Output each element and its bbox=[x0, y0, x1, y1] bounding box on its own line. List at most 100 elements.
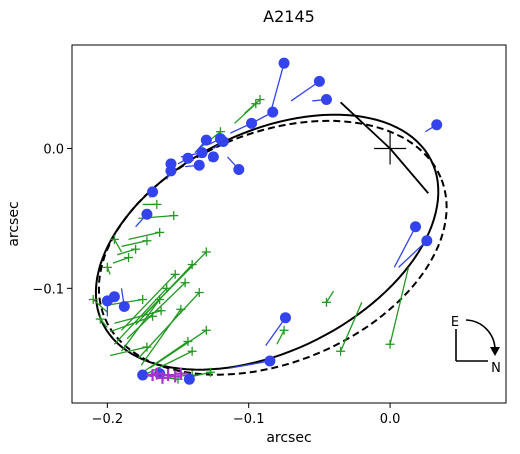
blue-point bbox=[182, 152, 194, 164]
green-offset-line bbox=[340, 302, 363, 352]
green-point bbox=[109, 234, 119, 244]
axis-ticks: −0.2 −0.1 0.0 0.0 −0.1 bbox=[32, 142, 400, 427]
green-offset-line bbox=[109, 315, 153, 333]
blue-point bbox=[183, 373, 195, 385]
green-point bbox=[138, 295, 148, 305]
critical-curve-solid bbox=[94, 113, 440, 371]
green-offset-line bbox=[325, 290, 335, 303]
green-point bbox=[142, 236, 152, 246]
green-point bbox=[131, 244, 141, 254]
y-tick-label: −0.1 bbox=[32, 282, 64, 297]
blue-point bbox=[246, 117, 258, 129]
green-point bbox=[170, 269, 180, 279]
compass-arrowhead bbox=[490, 347, 500, 356]
green-point bbox=[187, 346, 197, 356]
blue-point bbox=[193, 159, 205, 171]
green-point bbox=[156, 306, 166, 316]
blue-point bbox=[147, 186, 159, 198]
green-point bbox=[194, 288, 204, 298]
green-offset-line bbox=[114, 310, 162, 324]
blue-point bbox=[165, 165, 177, 177]
green-point bbox=[201, 247, 211, 257]
blue-point bbox=[320, 94, 332, 106]
green-point bbox=[169, 211, 179, 221]
green-point bbox=[321, 297, 331, 307]
green-point bbox=[255, 95, 265, 105]
green-offset-line bbox=[142, 340, 189, 373]
green-offset-line bbox=[126, 282, 186, 340]
compass-east-label: E bbox=[451, 315, 459, 330]
plot-frame bbox=[71, 44, 507, 404]
blue-point bbox=[431, 119, 443, 131]
compass-north-label: N bbox=[491, 361, 501, 376]
blue-point bbox=[196, 147, 208, 159]
blue-point bbox=[421, 235, 433, 247]
green-offset-line bbox=[110, 346, 148, 357]
blue-point bbox=[141, 208, 153, 220]
green-point bbox=[162, 283, 172, 293]
blue-point bbox=[200, 134, 212, 146]
blue-offset-line bbox=[290, 80, 320, 102]
green-offset-line bbox=[276, 329, 285, 345]
purple-point bbox=[146, 369, 159, 382]
blue-point bbox=[137, 369, 149, 381]
green-point bbox=[142, 342, 152, 352]
green-offset-line bbox=[113, 239, 123, 253]
purple-point bbox=[156, 371, 169, 384]
radial-line bbox=[389, 147, 429, 194]
purple-point bbox=[174, 367, 187, 380]
green-offset-line bbox=[99, 318, 108, 328]
blue-point bbox=[313, 75, 325, 87]
blue-point bbox=[217, 135, 229, 147]
x-tick-label: 0.0 bbox=[380, 412, 401, 427]
green-point bbox=[148, 311, 158, 321]
green-offset-line bbox=[146, 350, 193, 375]
green-point bbox=[152, 199, 162, 209]
purple-point bbox=[162, 369, 175, 382]
blue-point bbox=[118, 301, 130, 313]
green-point bbox=[336, 346, 346, 356]
purple-point bbox=[169, 370, 182, 383]
chart-title: A2145 bbox=[263, 7, 315, 26]
green-offset-line bbox=[140, 308, 182, 366]
plot-area bbox=[88, 57, 448, 385]
x-tick-label: −0.1 bbox=[233, 412, 265, 427]
critical-curve-dashed bbox=[97, 119, 448, 376]
green-offset-line bbox=[128, 231, 160, 241]
blue-point bbox=[279, 312, 291, 324]
x-axis-label: arcsec bbox=[266, 430, 311, 446]
radial-line bbox=[339, 101, 391, 150]
y-axis-label: arcsec bbox=[6, 201, 22, 246]
green-point bbox=[88, 295, 98, 305]
green-offset-line bbox=[234, 103, 257, 124]
green-point bbox=[95, 314, 105, 324]
blue-offset-line bbox=[393, 226, 417, 268]
green-point bbox=[155, 295, 165, 305]
blue-point bbox=[264, 355, 276, 367]
green-point bbox=[180, 278, 190, 288]
green-offset-line bbox=[120, 299, 161, 352]
green-point bbox=[176, 304, 186, 314]
blue-point bbox=[207, 151, 219, 163]
green-offset-line bbox=[112, 256, 129, 264]
blue-offset-line bbox=[398, 240, 428, 268]
compass-indicator: E N bbox=[451, 315, 501, 376]
green-point bbox=[155, 227, 165, 237]
green-point bbox=[279, 325, 289, 335]
green-point bbox=[124, 253, 134, 263]
blue-offset-line bbox=[230, 360, 271, 369]
blue-offset-line bbox=[265, 317, 286, 347]
blue-point bbox=[101, 295, 113, 307]
green-offset-line bbox=[117, 248, 136, 256]
green-point bbox=[187, 260, 197, 270]
green-offset-line bbox=[192, 371, 211, 378]
green-point bbox=[183, 336, 193, 346]
green-offset-line bbox=[121, 273, 176, 331]
blue-point bbox=[233, 163, 245, 175]
blue-offset-line bbox=[269, 63, 285, 116]
blue-point bbox=[267, 106, 279, 118]
y-tick-label: 0.0 bbox=[43, 142, 64, 157]
green-point bbox=[251, 99, 261, 109]
